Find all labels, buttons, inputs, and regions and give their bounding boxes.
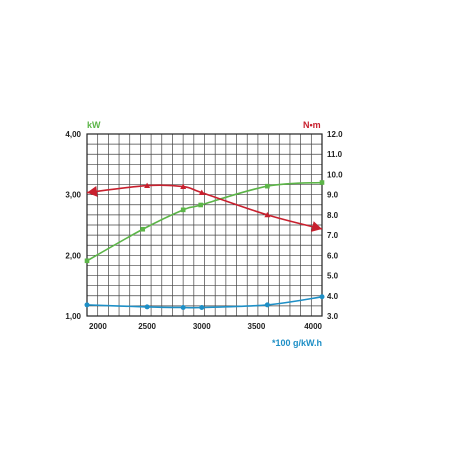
right-axis-tick-label: 4.0 <box>327 292 339 301</box>
data-point-consumption <box>319 294 325 300</box>
right-axis-tick-label: 7.0 <box>327 231 339 240</box>
right-axis-ticks: 3.0 4.0 5.0 6.0 7.0 8.0 9.0 10.0 11.0 12.0 <box>327 130 343 321</box>
x-axis-tick-label: 3000 <box>193 322 211 331</box>
series-line-torque <box>86 184 323 230</box>
right-axis-tick-label: 5.0 <box>327 272 339 281</box>
data-point-power <box>198 202 203 208</box>
data-point-power <box>84 258 90 264</box>
left-axis-unit-label: kW <box>87 120 101 130</box>
x-axis-tick-label: 2000 <box>89 322 107 331</box>
right-axis-tick-label: 12.0 <box>327 130 343 139</box>
data-point-power <box>140 226 146 232</box>
data-point-torque-arrow <box>87 186 98 197</box>
data-point-torque <box>198 189 205 196</box>
right-axis-tick-label: 8.0 <box>327 211 339 220</box>
x-axis-ticks: 2000 2500 3000 3500 4000 <box>89 322 323 331</box>
data-point-consumption <box>180 305 186 311</box>
series-consumption <box>84 294 325 311</box>
data-point-torque <box>264 211 271 218</box>
right-axis-unit-label: N•m <box>303 120 321 130</box>
data-point-consumption <box>84 302 90 308</box>
x-axis-tick-label: 3500 <box>248 322 266 331</box>
data-point-torque-arrow <box>310 221 322 232</box>
series-line-consumption <box>86 295 323 309</box>
x-axis-tick-label: 2500 <box>138 322 156 331</box>
data-point-power <box>319 180 325 185</box>
left-axis-tick-label: 4,00 <box>65 130 81 139</box>
plot-frame <box>86 133 323 317</box>
x-axis-unit-label: *100 g/kW.h <box>272 338 322 348</box>
data-point-consumption <box>144 304 150 310</box>
right-axis-tick-label: 6.0 <box>327 251 339 260</box>
series-torque <box>86 182 323 232</box>
data-point-torque <box>180 183 187 189</box>
data-point-power <box>265 183 270 189</box>
left-axis-tick-label: 3,00 <box>65 191 81 200</box>
left-axis-ticks: 1,00 2,00 3,00 4,00 <box>65 130 81 321</box>
data-point-power <box>180 207 186 213</box>
series-layer <box>84 180 325 311</box>
series-power <box>84 180 325 264</box>
left-axis-tick-label: 1,00 <box>65 312 81 321</box>
left-axis-tick-label: 2,00 <box>65 251 81 260</box>
right-axis-tick-label: 9.0 <box>327 191 339 200</box>
data-point-consumption <box>199 305 205 311</box>
right-axis-tick-label: 3.0 <box>327 312 339 321</box>
data-point-torque <box>144 182 151 188</box>
x-axis-tick-label: 4000 <box>304 322 322 331</box>
right-axis-tick-label: 11.0 <box>327 150 343 159</box>
right-axis-tick-label: 10.0 <box>327 170 343 179</box>
series-line-power <box>86 181 323 262</box>
data-point-consumption <box>264 302 270 308</box>
